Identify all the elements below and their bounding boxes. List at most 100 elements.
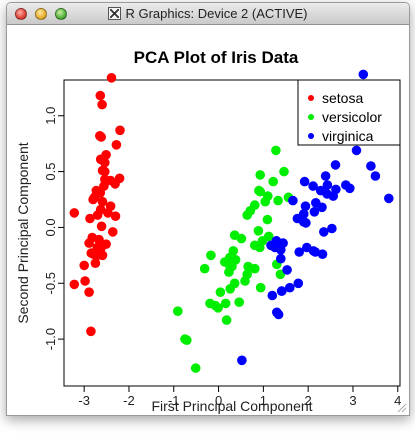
point-setosa bbox=[80, 276, 90, 286]
x-tick-label: 4 bbox=[394, 393, 401, 408]
point-setosa bbox=[79, 260, 89, 271]
point-setosa bbox=[100, 166, 110, 177]
point-setosa bbox=[100, 157, 110, 168]
x-tick-label: 3 bbox=[349, 393, 356, 408]
point-setosa bbox=[97, 99, 107, 110]
point-virginica bbox=[285, 282, 295, 293]
point-virginica bbox=[294, 247, 305, 257]
point-virginica bbox=[366, 161, 376, 171]
point-versicolor bbox=[271, 145, 281, 156]
x11-icon bbox=[108, 7, 122, 20]
point-setosa bbox=[114, 173, 125, 184]
point-virginica bbox=[317, 249, 328, 259]
window-title: R Graphics: Device 2 (ACTIVE) bbox=[125, 6, 308, 21]
point-setosa bbox=[86, 248, 97, 258]
point-versicolor bbox=[254, 185, 264, 196]
legend-marker-setosa bbox=[308, 95, 314, 101]
y-tick-label: -1.0 bbox=[43, 328, 58, 350]
point-versicolor bbox=[227, 261, 237, 272]
x-tick-label: 2 bbox=[305, 393, 312, 408]
point-versicolor bbox=[242, 210, 252, 220]
point-virginica bbox=[300, 201, 311, 211]
point-setosa bbox=[69, 279, 80, 290]
point-versicolor bbox=[250, 240, 260, 251]
point-setosa bbox=[69, 208, 80, 218]
point-setosa bbox=[106, 73, 117, 83]
point-setosa bbox=[90, 258, 101, 268]
point-versicolor bbox=[205, 298, 215, 309]
point-versicolor bbox=[253, 226, 264, 236]
point-setosa bbox=[115, 125, 125, 136]
window-title-group: R Graphics: Device 2 (ACTIVE) bbox=[7, 6, 409, 22]
point-setosa bbox=[95, 90, 106, 101]
point-versicolor bbox=[234, 297, 244, 308]
point-setosa bbox=[111, 140, 122, 150]
point-virginica bbox=[322, 189, 332, 199]
point-versicolor bbox=[229, 278, 240, 289]
point-virginica bbox=[288, 195, 298, 206]
plot-frame bbox=[63, 79, 401, 387]
r-graphics-window: R Graphics: Device 2 (ACTIVE) PCA Plot o… bbox=[6, 2, 410, 416]
point-versicolor bbox=[228, 246, 239, 256]
x-axis: -3 -2 -1 0 1 2 3 4 bbox=[78, 386, 401, 408]
x-tick-label: -1 bbox=[168, 393, 180, 408]
point-virginica bbox=[317, 202, 327, 213]
title-bar[interactable]: R Graphics: Device 2 (ACTIVE) bbox=[7, 3, 409, 25]
point-virginica bbox=[237, 355, 247, 366]
minimize-button[interactable] bbox=[35, 8, 47, 20]
point-versicolor bbox=[273, 195, 283, 206]
point-versicolor bbox=[190, 363, 201, 373]
point-versicolor bbox=[199, 263, 210, 274]
point-virginica bbox=[278, 238, 288, 248]
zoom-button[interactable] bbox=[55, 8, 67, 20]
point-virginica bbox=[330, 160, 341, 170]
point-virginica bbox=[384, 193, 394, 204]
point-virginica bbox=[308, 181, 318, 191]
resize-grip-icon[interactable] bbox=[395, 401, 407, 413]
legend-label-versicolor: versicolor bbox=[322, 109, 382, 125]
point-virginica bbox=[282, 265, 292, 275]
point-virginica bbox=[309, 207, 320, 217]
point-virginica bbox=[276, 286, 287, 296]
point-virginica bbox=[358, 69, 369, 80]
point-virginica bbox=[370, 171, 381, 181]
y-tick-label: -0.5 bbox=[43, 272, 58, 294]
point-virginica bbox=[341, 180, 351, 190]
pca-scatter-plot: PCA Plot of Iris Data -3 -2 -1 0 1 2 3 4 -1.0 -0… bbox=[15, 48, 401, 414]
point-virginica bbox=[272, 307, 282, 318]
x-tick-label: 1 bbox=[260, 393, 267, 408]
point-setosa bbox=[108, 227, 118, 237]
point-versicolor bbox=[250, 263, 260, 274]
point-versicolor bbox=[182, 335, 192, 346]
point-setosa bbox=[89, 192, 100, 203]
y-tick-label: 0.0 bbox=[43, 218, 58, 236]
x-axis-label: First Principal Component bbox=[151, 398, 312, 414]
point-virginica bbox=[293, 278, 304, 289]
close-button[interactable] bbox=[15, 8, 27, 20]
point-virginica bbox=[327, 223, 337, 234]
legend-box bbox=[297, 79, 401, 146]
point-virginica bbox=[276, 253, 286, 264]
point-setosa bbox=[105, 175, 116, 186]
point-versicolor bbox=[255, 170, 265, 180]
point-versicolor bbox=[173, 306, 183, 317]
point-virginica bbox=[266, 240, 276, 251]
point-virginica bbox=[319, 227, 329, 237]
point-versicolor bbox=[260, 196, 270, 207]
point-setosa bbox=[96, 221, 107, 232]
point-setosa bbox=[85, 213, 95, 224]
x-tick-label: 0 bbox=[215, 393, 222, 408]
point-versicolor bbox=[240, 276, 250, 286]
point-virginica bbox=[351, 145, 362, 156]
point-virginica bbox=[320, 171, 331, 181]
point-virginica bbox=[298, 209, 309, 219]
point-versicolor bbox=[221, 315, 232, 325]
point-versicolor bbox=[255, 282, 266, 293]
point-setosa bbox=[86, 326, 96, 337]
point-versicolor bbox=[220, 298, 231, 309]
y-axis: -1.0 -0.5 0.0 0.5 1.0 bbox=[43, 107, 64, 350]
point-virginica bbox=[322, 180, 333, 190]
point-setosa bbox=[95, 131, 105, 141]
y-tick-label: 1.0 bbox=[43, 107, 58, 125]
point-setosa bbox=[105, 201, 116, 211]
